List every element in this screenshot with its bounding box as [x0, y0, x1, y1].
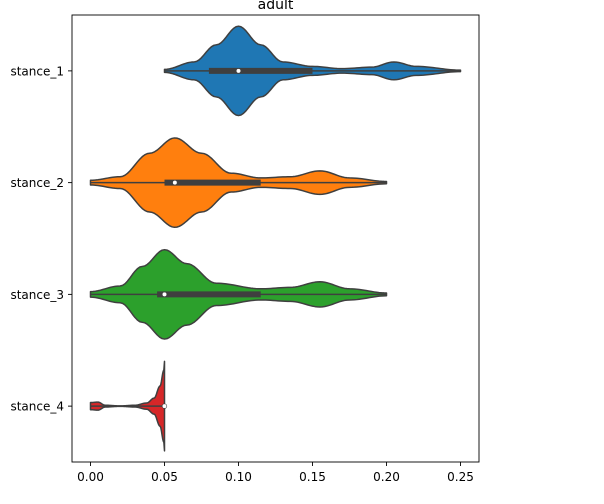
y-tick-label-stance_4: stance_4: [10, 400, 64, 414]
chart-title: adult: [258, 0, 294, 13]
y-tick-label-stance_2: stance_2: [10, 176, 64, 190]
x-tick-label-2: 0.10: [225, 470, 252, 484]
iqr-box-stance_2: [164, 179, 261, 186]
x-tick-label-1: 0.05: [151, 470, 178, 484]
iqr-box-stance_1: [208, 67, 313, 74]
violin-stance_2: [89, 137, 388, 229]
violin-stance_4: [89, 360, 168, 452]
median-point-stance_1: [235, 68, 242, 74]
violin-stance_1: [163, 25, 462, 117]
violin-layer: [89, 25, 462, 452]
y-tick-label-stance_3: stance_3: [10, 288, 64, 302]
median-point-stance_4: [161, 403, 168, 409]
axes-layer: 0.00 0.05 0.10 0.15 0.20 0.25 stance_1 stance_2…: [10, 14, 480, 484]
x-tick-label-4: 0.20: [373, 470, 400, 484]
x-tick-label-3: 0.15: [299, 470, 326, 484]
median-point-stance_2: [172, 180, 178, 186]
x-tick-label-5: 0.25: [447, 470, 474, 484]
plot-frame: [71, 14, 480, 463]
iqr-box-stance_3: [157, 291, 261, 298]
median-point-stance_3: [161, 291, 168, 297]
violin-stance_3: [89, 248, 388, 340]
y-tick-label-stance_1: stance_1: [10, 64, 64, 78]
x-tick-label-0: 0.00: [77, 470, 104, 484]
